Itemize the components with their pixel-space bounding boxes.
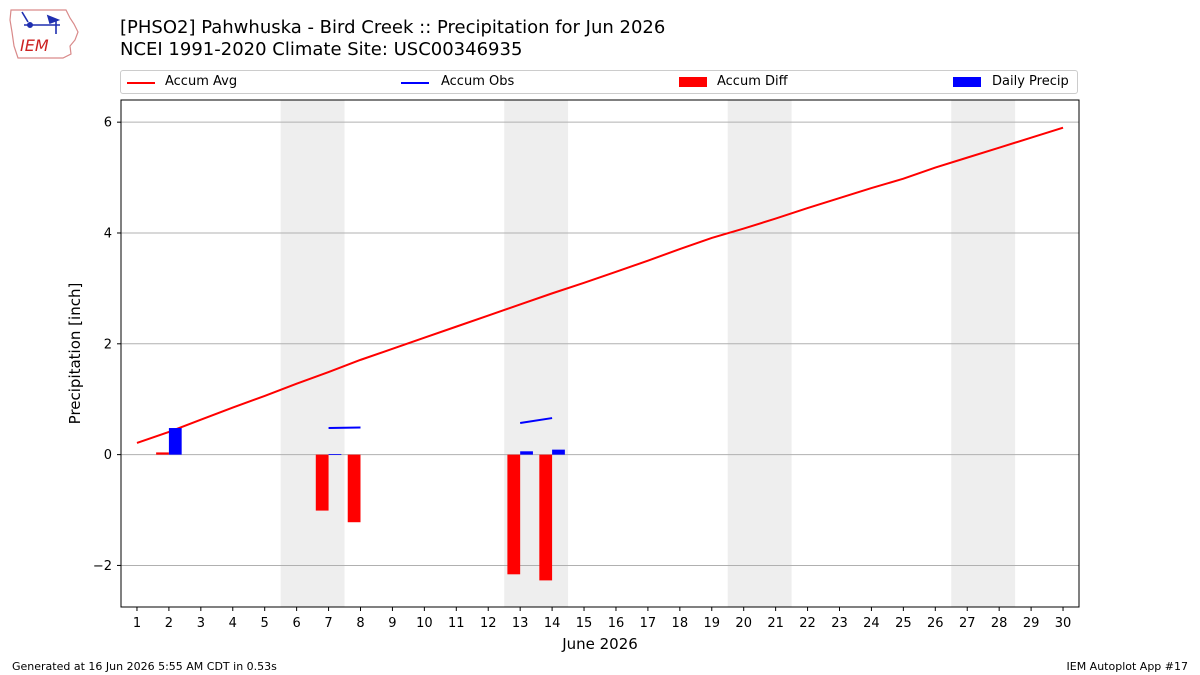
accum-obs-segment-2 (520, 417, 553, 425)
weather-station-icon (21, 11, 61, 34)
x-tick-label: 23 (831, 616, 848, 631)
iem-logo: IEM (9, 9, 79, 59)
logo-text: IEM (20, 36, 49, 55)
x-tick-label: 3 (197, 616, 205, 631)
accum-diff-bar-day-2 (156, 452, 169, 455)
x-tick-label: 11 (448, 616, 465, 631)
x-tick-label: 29 (1023, 616, 1040, 631)
weekend-band-1 (280, 100, 345, 607)
accum-avg-line (136, 126, 1064, 444)
x-tick-label: 5 (261, 616, 269, 631)
legend-swatch-accum-obs (401, 82, 429, 84)
plot-frame (120, 99, 1080, 608)
accum-obs-segment-1 (328, 426, 361, 430)
x-tick-label: 27 (959, 616, 976, 631)
x-axis-label: June 2026 (561, 635, 638, 653)
y-tick-label: 4 (104, 226, 112, 241)
x-tick-label: 2 (165, 616, 173, 631)
accum-diff-bar-day-14 (539, 454, 553, 581)
y-tick-label: −2 (93, 559, 112, 574)
x-tick-label: 16 (608, 616, 625, 631)
x-tick-label: 10 (416, 616, 433, 631)
accum-diff-bar-day-13 (507, 454, 521, 575)
legend-swatch-accum-diff (679, 77, 707, 87)
iowa-map-outline (9, 9, 79, 59)
x-tick-label: 14 (544, 616, 561, 631)
weekend-band-2 (504, 100, 569, 607)
x-tick-label: 26 (927, 616, 944, 631)
weekend-band-3 (727, 100, 792, 607)
x-tick-label: 24 (863, 616, 880, 631)
weekend-band-4 (951, 100, 1016, 607)
x-tick-label: 28 (991, 616, 1008, 631)
legend-label-accum-obs: Accum Obs (441, 74, 515, 89)
x-tick-label: 1 (133, 616, 141, 631)
accum-diff-bar-day-7 (315, 454, 329, 511)
x-tick-label: 30 (1055, 616, 1072, 631)
y-tick-label: 6 (104, 116, 112, 131)
accum-diff-bar-day-8 (347, 454, 361, 523)
daily-precip-bar-day-7 (328, 454, 342, 455)
legend-swatch-daily-precip (953, 77, 981, 87)
x-tick-label: 22 (799, 616, 816, 631)
legend-swatch-accum-avg (127, 82, 155, 84)
y-tick-label: 0 (104, 448, 112, 463)
x-tick-label: 12 (480, 616, 497, 631)
x-tick-label: 18 (672, 616, 689, 631)
x-tick-label: 8 (356, 616, 364, 631)
x-tick-label: 25 (895, 616, 912, 631)
x-tick-label: 4 (229, 616, 237, 631)
x-tick-label: 6 (292, 616, 300, 631)
y-axis-label: Precipitation [inch] (66, 283, 84, 425)
x-tick-label: 17 (640, 616, 657, 631)
y-tick-label: 2 (104, 337, 112, 352)
title-line-2: NCEI 1991-2020 Climate Site: USC00346935 (120, 39, 523, 60)
x-tick-label: 7 (324, 616, 332, 631)
daily-precip-bar-day-13 (520, 451, 533, 455)
x-tick-label: 9 (388, 616, 396, 631)
x-tick-label: 15 (576, 616, 593, 631)
chart-title: [PHSO2] Pahwhuska - Bird Creek :: Precip… (120, 17, 665, 61)
daily-precip-bar-day-2 (168, 428, 182, 455)
app-credit: IEM Autoplot App #17 (1066, 660, 1189, 673)
title-line-1: [PHSO2] Pahwhuska - Bird Creek :: Precip… (120, 17, 666, 38)
legend-label-daily-precip: Daily Precip (992, 74, 1069, 89)
x-tick-label: 19 (703, 616, 720, 631)
chart-legend: Accum Avg Accum Obs Accum Diff Daily Pre… (120, 70, 1078, 94)
x-tick-label: 20 (735, 616, 752, 631)
x-tick-label: 13 (512, 616, 529, 631)
generated-timestamp: Generated at 16 Jun 2026 5:55 AM CDT in … (12, 660, 277, 673)
x-tick-label: 21 (767, 616, 784, 631)
daily-precip-bar-day-14 (552, 449, 565, 455)
legend-label-accum-diff: Accum Diff (717, 74, 788, 89)
legend-label-accum-avg: Accum Avg (165, 74, 238, 89)
